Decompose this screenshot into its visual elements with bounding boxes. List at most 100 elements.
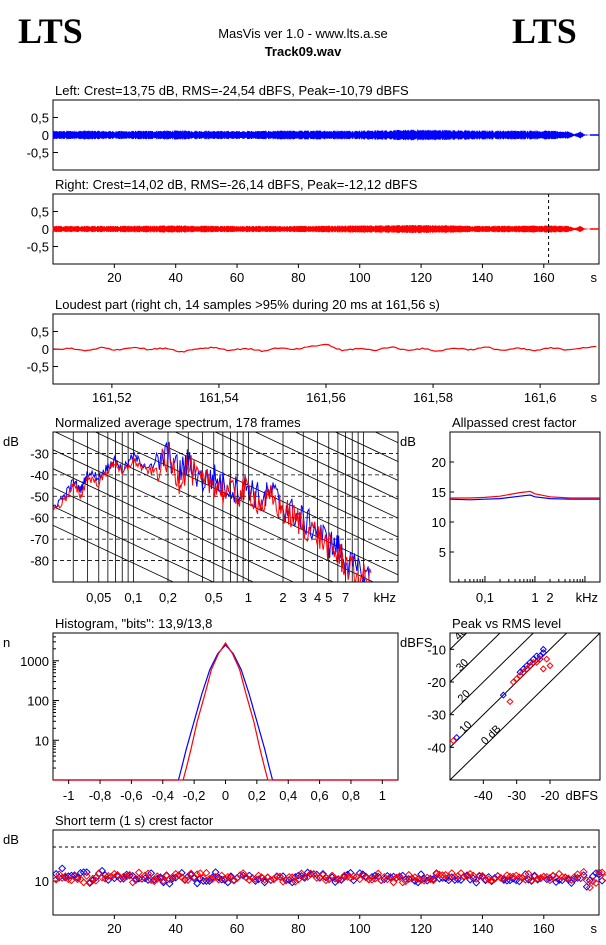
histogram-xtick-label: 0,4 xyxy=(279,788,297,803)
short-term-crest-point xyxy=(230,876,238,885)
spectrum-slope-line xyxy=(53,505,215,582)
loudest-part-ytick-label: 0 xyxy=(42,342,49,357)
short-term-crest-point xyxy=(260,875,269,884)
loudest-part-xunit: s xyxy=(591,390,598,405)
short-term-crest-point xyxy=(322,876,330,885)
histogram-series-1 xyxy=(53,641,398,781)
short-term-crest-point xyxy=(144,869,153,878)
short-term-crest-point xyxy=(552,878,561,886)
spectrum-chart: Normalized average spectrum, 178 frames d… xyxy=(3,415,399,605)
spectrum-ytick-label: -60 xyxy=(30,511,49,526)
short-term-crest-point xyxy=(153,872,162,881)
peak-vs-rms-point xyxy=(519,668,527,676)
short-term-crest-point xyxy=(340,871,349,880)
spectrum-ytick-label: -40 xyxy=(30,468,49,483)
short-term-crest-point xyxy=(524,869,533,878)
histogram-plot-frame xyxy=(52,632,399,781)
loudest-part-signal xyxy=(52,343,597,353)
histogram-xtick-label: 0,8 xyxy=(342,788,360,803)
short-term-crest-point xyxy=(588,877,597,886)
allpassed-crest-ytick-label: 15 xyxy=(432,485,446,500)
allpassed-crest-ytick-label: 20 xyxy=(432,455,446,470)
short-term-crest-point xyxy=(598,868,606,877)
loudest-part-title: Loudest part (right ch, 14 samples >95% … xyxy=(55,297,440,312)
short-term-crest-point xyxy=(490,873,499,882)
short-term-crest-point xyxy=(585,883,594,892)
short-term-crest-point xyxy=(545,876,554,885)
short-term-crest-point xyxy=(420,874,429,883)
short-term-crest-point xyxy=(113,872,122,881)
lts-logo-left: LTS xyxy=(18,11,83,51)
loudest-part-ytick-label: 0,5 xyxy=(31,325,49,340)
short-term-crest-point xyxy=(79,878,88,887)
short-term-crest-title: Short term (1 s) crest factor xyxy=(55,813,214,828)
short-term-crest-xtick-label: 20 xyxy=(107,921,121,936)
short-term-crest-point xyxy=(315,873,324,882)
short-term-crest-point xyxy=(245,876,254,884)
short-term-crest-xtick-label: 140 xyxy=(472,921,494,936)
short-term-crest-point xyxy=(242,873,251,882)
short-term-crest-point xyxy=(236,871,245,880)
allpassed-crest-xtick-label: 2 xyxy=(546,590,553,605)
short-term-crest-point xyxy=(423,873,432,882)
peak-vs-rms-point xyxy=(523,665,531,673)
spectrum-xtick-label: 0,5 xyxy=(205,590,223,605)
peak-vs-rms-ylabel: dBFS xyxy=(400,635,433,650)
short-term-crest-point xyxy=(276,872,284,881)
peak-vs-rms-point xyxy=(539,665,547,673)
allpassed-crest-series-1 xyxy=(450,490,600,499)
short-term-crest-point xyxy=(549,871,557,880)
right-waveform-xtick-label: 140 xyxy=(472,270,494,285)
short-term-crest-point xyxy=(245,871,254,880)
short-term-crest-point xyxy=(429,876,438,885)
histogram-xtick-label: -0,8 xyxy=(89,788,111,803)
short-term-crest-point xyxy=(493,871,502,880)
short-term-crest-point xyxy=(288,873,297,882)
short-term-crest-point xyxy=(257,873,266,882)
peak-vs-rms-ytick-label: -20 xyxy=(427,675,446,690)
histogram-ytick-label: 100 xyxy=(27,694,49,709)
short-term-crest-point xyxy=(131,876,140,884)
peak-vs-rms-point xyxy=(449,737,457,745)
short-term-crest-point xyxy=(515,877,524,886)
short-term-crest-point xyxy=(64,875,73,884)
right-waveform-title: Right: Crest=14,02 dB, RMS=-26,14 dBFS, … xyxy=(55,177,418,192)
short-term-crest-xtick-label: 60 xyxy=(230,921,244,936)
allpassed-crest-title: Allpassed crest factor xyxy=(452,415,577,430)
histogram-ytick-label: 10 xyxy=(35,733,49,748)
short-term-crest-point xyxy=(570,875,579,883)
right-waveform-xtick-label: 160 xyxy=(533,270,555,285)
spectrum-xtick-label: 3 xyxy=(300,590,307,605)
short-term-crest-point xyxy=(279,877,288,886)
short-term-crest-point xyxy=(463,872,472,881)
short-term-crest-point xyxy=(208,875,217,883)
short-term-crest-point xyxy=(352,872,361,881)
lts-logo-right: LTS xyxy=(512,11,577,51)
loudest-part-xtick-label: 161,52 xyxy=(92,390,132,405)
short-term-crest-point xyxy=(177,868,186,877)
short-term-crest-point xyxy=(91,876,100,885)
right-waveform-xtick-label: 100 xyxy=(349,270,371,285)
spectrum-slope-line xyxy=(94,432,398,576)
right-waveform-ytick-label: 0 xyxy=(42,222,49,237)
histogram-xtick-label: -0,2 xyxy=(183,788,205,803)
peak-vs-rms-crest-label: 30 xyxy=(454,657,471,674)
short-term-crest-plot-frame xyxy=(52,829,600,916)
short-term-crest-point xyxy=(107,872,116,881)
allpassed-crest-ytick-label: 5 xyxy=(439,545,446,560)
short-term-crest-xtick-label: 80 xyxy=(291,921,305,936)
short-term-crest-point xyxy=(386,872,395,881)
peak-vs-rms-point xyxy=(526,662,534,670)
short-term-crest-point xyxy=(377,876,386,885)
spectrum-slope-line xyxy=(334,432,398,462)
right-waveform-xtick-label: 80 xyxy=(291,270,305,285)
short-term-crest-point xyxy=(374,869,383,878)
short-term-crest-point xyxy=(291,877,300,886)
short-term-crest-point xyxy=(509,872,518,881)
left-waveform-title: Left: Crest=13,75 dB, RMS=-24,54 dBFS, P… xyxy=(55,83,409,98)
short-term-crest-point xyxy=(199,873,208,882)
short-term-crest-point xyxy=(116,874,125,883)
short-term-crest-point xyxy=(211,872,220,881)
short-term-crest-point xyxy=(401,877,410,886)
